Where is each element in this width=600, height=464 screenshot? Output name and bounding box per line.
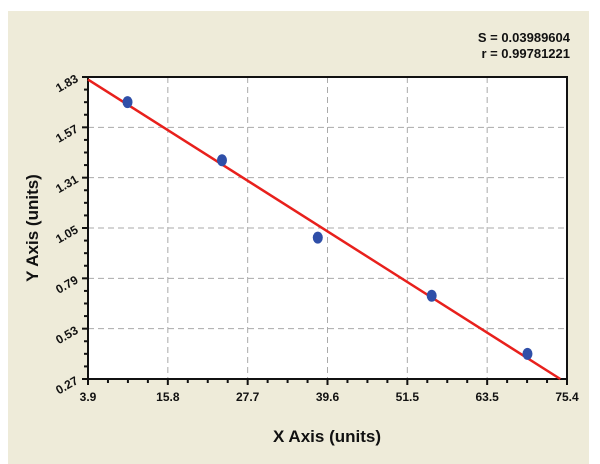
x-tick-label: 39.6: [316, 390, 340, 404]
y-tick-label: 1.57: [53, 122, 81, 146]
x-tick-label: 15.8: [156, 390, 180, 404]
y-tick-label: 0.79: [53, 273, 81, 297]
data-point: [122, 96, 133, 109]
stat-s: S = 0.03989604: [478, 30, 571, 45]
y-tick-label: 0.27: [53, 373, 81, 397]
fit-line: [87, 78, 561, 381]
y-tick-label: 1.05: [53, 222, 81, 246]
x-tick-label: 51.5: [396, 390, 420, 404]
x-tick-label: 27.7: [236, 390, 260, 404]
data-point: [216, 154, 227, 167]
x-axis-title: X Axis (units): [273, 427, 381, 446]
plot-border: [87, 76, 568, 380]
stat-r: r = 0.99781221: [481, 46, 570, 61]
data-point: [312, 231, 323, 244]
x-tick-label: 3.9: [80, 390, 97, 404]
x-tick-label: 75.4: [555, 390, 579, 404]
y-tick-label: 0.53: [53, 323, 81, 347]
y-axis-title: Y Axis (units): [23, 174, 42, 282]
data-point: [426, 289, 437, 302]
data-point: [522, 347, 533, 360]
y-tick-label: 1.83: [53, 71, 81, 95]
x-tick-label: 63.5: [475, 390, 499, 404]
y-tick-label: 1.31: [53, 172, 81, 196]
